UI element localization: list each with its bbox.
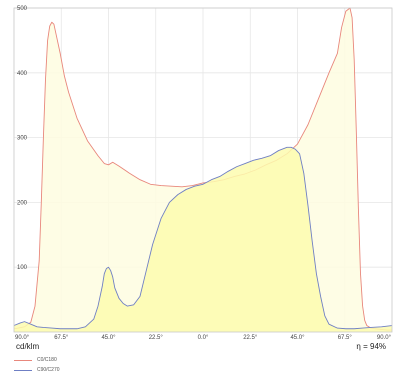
x-tick-label: 67.5° [338,335,353,340]
x-tick-label: 67.5° [54,335,69,340]
x-tick-label: 45.0° [101,335,116,340]
legend-item-c0: C0/C180 [14,356,60,364]
legend: C0/C180 C90/C270 [14,356,60,376]
efficiency-label: η = 94% [356,342,386,351]
legend-label-c0: C0/C180 [37,357,57,363]
unit-label: cd/klm [16,342,40,351]
legend-label-c90: C90/C270 [37,367,60,373]
y-tick-label: 300 [17,136,28,142]
plot-frame [13,7,393,333]
legend-swatch-c90 [14,369,32,371]
x-tick-label: 90.0° [15,335,30,340]
x-tick-label: 45.0° [290,335,305,340]
y-tick-label: 500 [17,6,28,12]
chart: 90.0° 67.5° 45.0° 22.5° 0.0° 22.5° 45.0° 67.5° 9… [13,6,393,340]
legend-swatch-c0 [14,359,32,361]
series-line-c0 [13,7,392,331]
x-tick-label: 22.5° [243,335,258,340]
x-tick-label: 90.0° [377,335,392,340]
x-tick-label: 22.5° [149,335,164,340]
y-tick-label: 400 [17,71,28,77]
series-areas [13,7,393,332]
series-line-c90 [13,146,393,330]
y-tick-label: 100 [17,265,28,271]
legend-item-c90: C90/C270 [14,366,60,374]
y-tick-label: 200 [17,200,28,206]
series-area-c90 [14,147,392,332]
x-tick-label: 0.0° [198,335,209,340]
tick-labels: 90.0° 67.5° 45.0° 22.5° 0.0° 22.5° 45.0° 67.5° 9… [15,6,392,340]
